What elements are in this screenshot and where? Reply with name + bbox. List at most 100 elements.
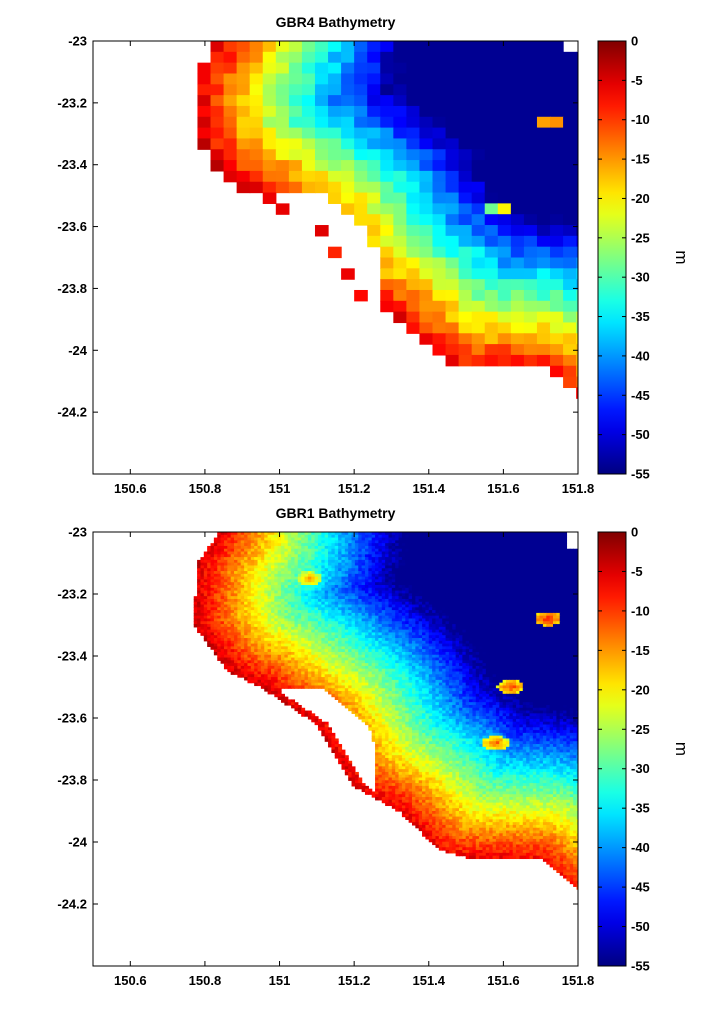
depth-cell <box>388 579 393 583</box>
depth-cell <box>237 568 242 572</box>
depth-cell <box>371 607 376 611</box>
depth-cell <box>274 585 279 589</box>
depth-cell <box>512 576 517 581</box>
depth-cell <box>223 127 238 140</box>
depth-cell <box>401 579 406 583</box>
depth-cell <box>351 571 356 575</box>
depth-cell <box>291 540 296 544</box>
depth-cell <box>197 604 202 608</box>
depth-cell <box>314 598 319 603</box>
depth-cell <box>291 562 296 567</box>
depth-cell <box>482 579 487 583</box>
depth-cell <box>506 568 510 572</box>
depth-cell <box>210 598 215 603</box>
depth-cell <box>549 621 554 625</box>
depth-cell <box>250 548 255 553</box>
depth-cell <box>274 598 279 603</box>
depth-cell <box>380 257 394 269</box>
depth-cell <box>576 585 578 589</box>
depth-cell <box>516 607 521 611</box>
depth-cell <box>471 300 486 313</box>
depth-cell <box>536 279 551 291</box>
depth-cell <box>311 532 316 536</box>
depth-cell <box>380 105 394 118</box>
depth-cell <box>267 579 272 583</box>
depth-cell <box>452 598 457 603</box>
depth-cell <box>539 557 544 561</box>
depth-cell <box>304 618 309 622</box>
depth-cell <box>388 587 393 592</box>
depth-cell <box>197 629 202 634</box>
depth-cell <box>469 624 474 628</box>
depth-cell <box>250 557 255 561</box>
depth-cell <box>260 598 265 603</box>
depth-cell <box>519 615 524 620</box>
depth-cell <box>291 624 296 628</box>
depth-cell <box>203 593 208 597</box>
depth-cell <box>348 590 353 594</box>
depth-cell <box>223 95 238 107</box>
depth-cell <box>516 559 521 564</box>
depth-cell <box>566 590 571 594</box>
depth-cell <box>260 568 265 572</box>
depth-cell <box>237 626 242 631</box>
depth-cell <box>254 607 259 611</box>
depth-cell <box>380 62 394 75</box>
depth-cell <box>341 596 346 600</box>
depth-cell <box>539 601 544 606</box>
depth-cell <box>428 551 433 555</box>
depth-cell <box>375 604 380 608</box>
depth-cell <box>262 138 277 150</box>
depth-cell <box>361 596 366 600</box>
depth-cell <box>375 582 380 586</box>
depth-cell <box>210 51 225 64</box>
depth-cell <box>207 601 212 606</box>
depth-cell <box>260 596 265 600</box>
depth-cell <box>499 548 504 553</box>
depth-cell <box>432 246 447 259</box>
depth-cell <box>331 532 336 536</box>
depth-cell <box>230 626 235 631</box>
depth-cell <box>419 84 434 96</box>
depth-cell <box>375 565 380 569</box>
depth-cell <box>506 579 510 583</box>
depth-cell <box>469 557 474 561</box>
depth-cell <box>375 590 380 594</box>
depth-cell <box>418 534 423 539</box>
depth-cell <box>250 554 255 558</box>
depth-cell <box>213 590 218 594</box>
depth-cell <box>542 568 547 572</box>
depth-cell <box>254 557 259 561</box>
depth-cell <box>559 626 564 631</box>
depth-cell <box>200 576 205 581</box>
depth-cell <box>485 610 490 614</box>
depth-cell <box>452 579 457 583</box>
depth-cell <box>388 545 393 550</box>
depth-cell <box>462 571 467 575</box>
depth-cell <box>418 557 423 561</box>
depth-cell <box>378 532 383 536</box>
depth-cell <box>536 610 541 614</box>
depth-cell <box>247 548 252 553</box>
depth-cell <box>230 601 235 606</box>
depth-cell <box>484 344 499 356</box>
depth-cell <box>546 545 551 550</box>
depth-cell <box>419 116 434 129</box>
depth-cell <box>428 596 433 600</box>
depth-cell <box>200 601 205 606</box>
depth-cell <box>203 612 208 617</box>
depth-cell <box>506 610 510 614</box>
depth-cell <box>207 579 212 583</box>
depth-cell <box>254 545 259 550</box>
depth-cell <box>495 596 500 600</box>
depth-cell <box>556 596 561 600</box>
depth-cell <box>580 563 584 566</box>
depth-cell <box>334 562 339 567</box>
depth-cell <box>465 601 470 606</box>
depth-cell <box>200 624 205 628</box>
depth-cell <box>442 585 447 589</box>
depth-cell <box>371 540 376 544</box>
depth-cell <box>385 621 390 625</box>
depth-cell <box>479 576 484 581</box>
depth-cell <box>422 601 427 606</box>
